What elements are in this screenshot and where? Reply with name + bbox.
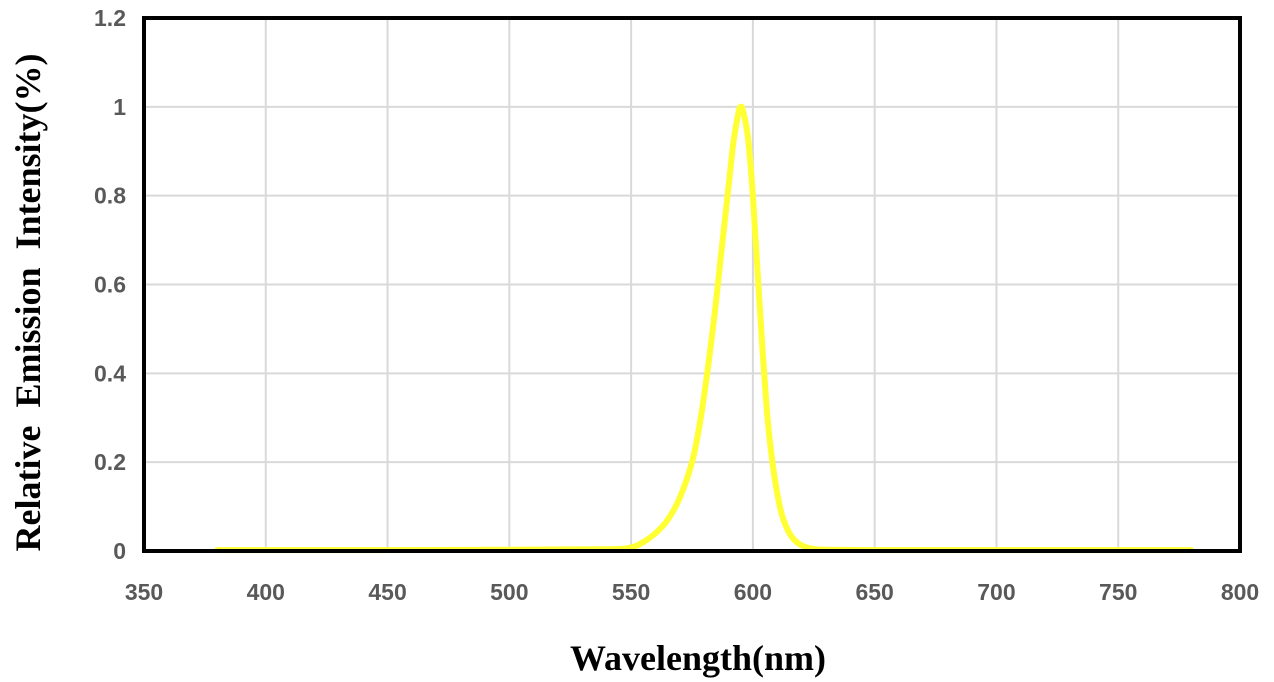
x-tick-label: 500 bbox=[490, 579, 528, 605]
y-tick-label: 0.4 bbox=[94, 360, 126, 386]
y-axis-title: Relative Emission Intensity(%) bbox=[8, 54, 48, 552]
series-layer bbox=[214, 103, 1195, 554]
x-axis-ticks: 350 400 450 500 550 600 650 700 750 800 bbox=[125, 579, 1259, 605]
x-tick-label: 650 bbox=[855, 579, 893, 605]
x-tick-label: 350 bbox=[125, 579, 163, 605]
x-tick-label: 700 bbox=[977, 579, 1015, 605]
x-tick-label: 450 bbox=[368, 579, 406, 605]
y-tick-label: 1 bbox=[113, 94, 126, 120]
x-tick-label: 600 bbox=[734, 579, 772, 605]
y-axis-ticks: 0 0.2 0.4 0.6 0.8 1 1.2 bbox=[94, 5, 126, 564]
y-tick-label: 0.8 bbox=[94, 183, 126, 209]
y-tick-label: 0.2 bbox=[94, 449, 126, 475]
y-tick-label: 0 bbox=[113, 538, 126, 564]
x-tick-label: 800 bbox=[1221, 579, 1259, 605]
x-tick-label: 750 bbox=[1099, 579, 1137, 605]
x-tick-label: 550 bbox=[612, 579, 650, 605]
plot-area-border bbox=[142, 16, 1242, 553]
x-axis-title: Wavelength(nm) bbox=[570, 638, 826, 678]
x-tick-label: 400 bbox=[247, 579, 285, 605]
emission-series-line bbox=[214, 103, 1195, 554]
y-tick-label: 1.2 bbox=[94, 5, 126, 31]
y-tick-label: 0.6 bbox=[94, 272, 126, 298]
